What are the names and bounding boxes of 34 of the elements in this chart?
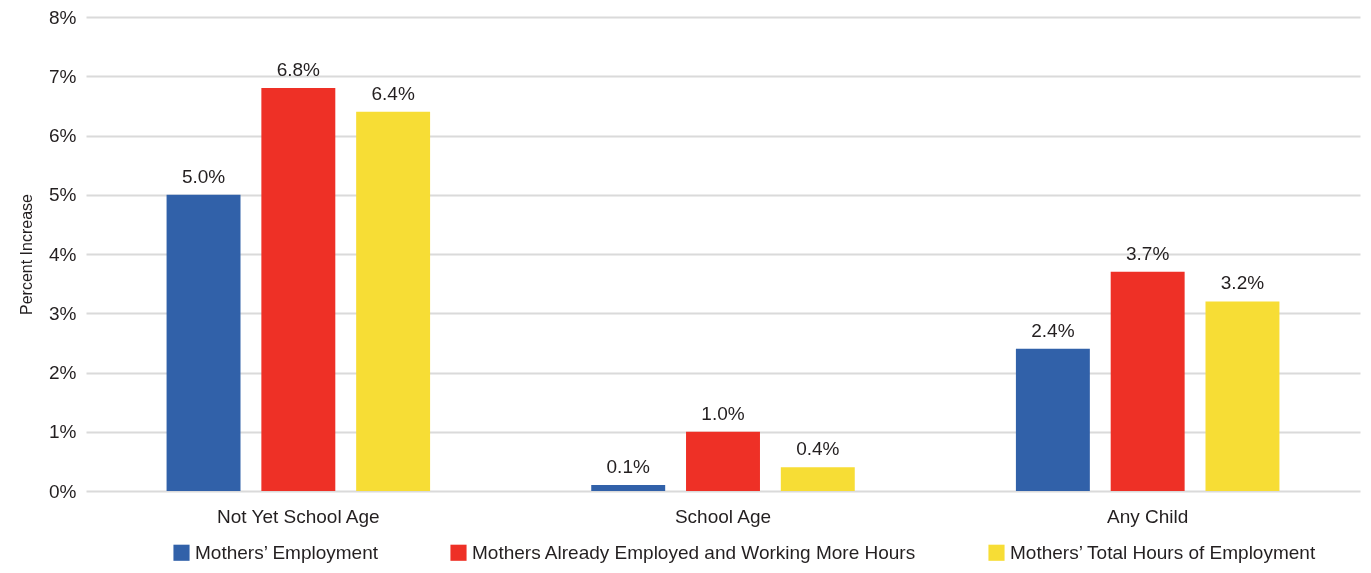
bar: [356, 111, 431, 491]
y-tick-label: 4%: [49, 243, 77, 265]
data-label: 6.8%: [276, 59, 321, 81]
data-label: 0.1%: [606, 456, 650, 478]
bar: [1110, 271, 1185, 491]
data-label: 3.7%: [1126, 242, 1170, 264]
bar: [780, 467, 855, 491]
data-label: 6.4%: [371, 82, 415, 104]
data-label: 1.0%: [701, 402, 745, 424]
x-tick-label: Not Yet School Age: [216, 505, 380, 527]
data-label: 5.0%: [181, 165, 226, 187]
legend-label: Mothers’ Total Hours of Employment: [1010, 541, 1316, 563]
bar: [166, 194, 241, 491]
y-tick-label: 6%: [49, 125, 77, 146]
y-tick-label: 2%: [49, 362, 77, 383]
y-tick-label: 8%: [49, 6, 77, 28]
y-tick-label: 3%: [49, 302, 77, 324]
legend-label: Mothers’ Employment: [195, 541, 379, 563]
y-tick-label: 0%: [49, 480, 77, 502]
bar: [1015, 348, 1090, 491]
bar: [261, 88, 336, 491]
x-tick-label: Any Child: [1107, 505, 1189, 527]
data-label: 0.4%: [796, 438, 840, 460]
data-label: 2.4%: [1031, 319, 1075, 341]
x-tick-label: School Age: [674, 505, 772, 527]
bar: [591, 485, 666, 491]
data-label: 3.2%: [1220, 272, 1265, 294]
bar: [686, 431, 760, 491]
bar: [1205, 301, 1280, 491]
y-tick-label: 1%: [49, 421, 77, 443]
legend-label: Mothers Already Employed and Working More Hours: [472, 541, 916, 563]
y-tick-label: 5%: [49, 184, 77, 206]
y-axis-title: Percent Increase: [18, 193, 36, 315]
y-tick-label: 7%: [49, 65, 77, 87]
